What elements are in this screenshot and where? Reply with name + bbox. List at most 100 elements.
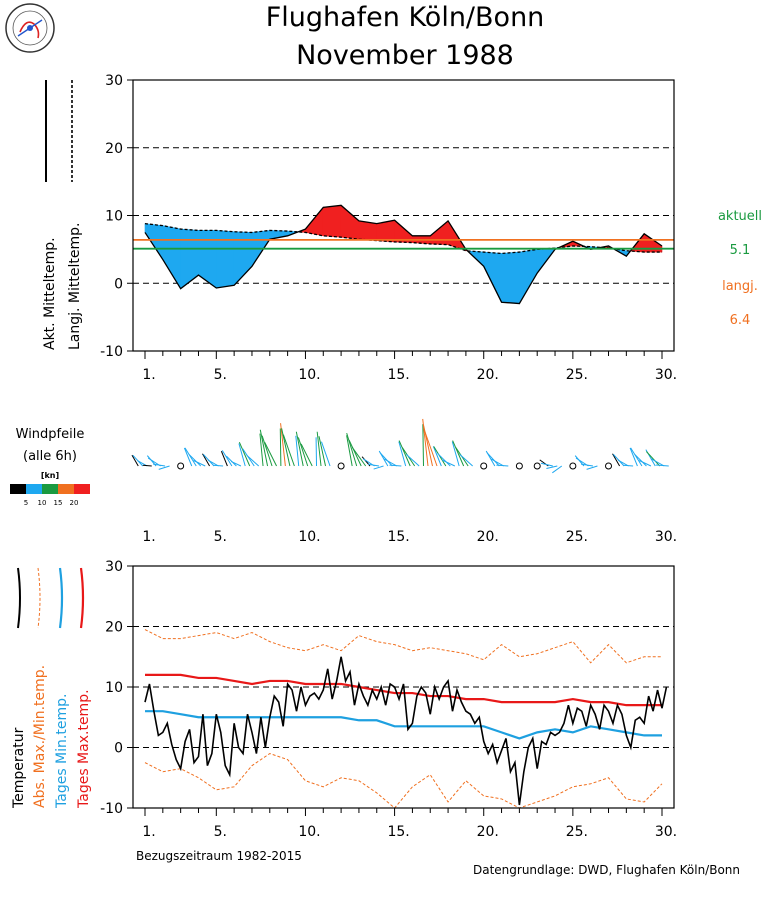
wind-arrow (629, 447, 638, 467)
warm-area-segment (340, 204, 360, 240)
wind-arrow (153, 463, 166, 467)
wind-arrow (202, 453, 210, 467)
wind-arrow (351, 447, 367, 467)
wind-arrow (437, 453, 451, 467)
wind-arrow (580, 463, 594, 467)
wind-arrow (634, 453, 647, 467)
wind-arrow (230, 460, 242, 467)
wind-arrow (238, 441, 251, 467)
wind-arrow (259, 433, 264, 467)
x-tick-label: 25. (566, 529, 588, 545)
wind-arrow (261, 435, 273, 467)
calm-marker (515, 462, 523, 470)
wind-subtitle: (alle 6h) (23, 449, 77, 464)
wind-arrow (384, 458, 398, 467)
wind-scale: 5 10 15 20 (10, 484, 90, 507)
langj-label: langj. (722, 279, 758, 294)
wind-arrow (639, 460, 652, 467)
cold-area-segment (162, 225, 181, 290)
wind-arrow (623, 464, 634, 467)
wind-arrow (373, 465, 384, 470)
wind-unit: [kn] (41, 471, 59, 480)
x-tick-label: 15. (387, 824, 409, 840)
y-tick-label: 20 (105, 620, 123, 636)
x-tick-label: 5. (214, 824, 227, 840)
x-tick-label: 10. (298, 367, 320, 383)
x-tick-label: 10. (298, 529, 320, 545)
wind-arrow (193, 460, 206, 467)
wind-arrow (213, 464, 224, 467)
wind-arrow (540, 462, 553, 467)
wind-arrow (184, 447, 197, 467)
x-tick-label: 15. (387, 367, 409, 383)
x-tick-label: 25. (566, 367, 588, 383)
wind-arrow (491, 458, 505, 467)
y-tick-label: 20 (105, 141, 123, 157)
wind-scale-swatch (10, 484, 26, 494)
wind-arrow (379, 452, 393, 467)
wind-scale-swatch (58, 484, 74, 494)
wind-arrow (264, 442, 277, 467)
chart-title: Flughafen Köln/Bonn (266, 2, 545, 33)
x-tick-label: 30. (655, 824, 677, 840)
wind-arrow (297, 437, 309, 467)
wind-arrow (282, 434, 295, 467)
wind-panel: Windpfeile (alle 6h) [kn] 5 10 15 20 1. 5. 10… (10, 418, 677, 545)
wind-arrow (346, 432, 358, 467)
mean-temperature-panel: -10 0 10 20 30 1. 5. 10. 15. 20. 25. 30. Akt. Mitt… (42, 73, 762, 383)
x-tick-label: 1. (142, 367, 155, 383)
wind-arrow (259, 429, 269, 467)
x-tick-label: 25. (566, 824, 588, 840)
x-tick-label: 1. (142, 824, 155, 840)
wind-arrow (348, 439, 362, 467)
aktuell-value: 5.1 (730, 243, 751, 258)
calm-marker (605, 462, 613, 470)
wind-arrow (486, 452, 500, 467)
x-tick-label: 5. (214, 367, 227, 383)
cold-area-segment (144, 223, 164, 261)
tmin-legend-label: Tages Min.temp. (54, 694, 70, 809)
wind-arrow (441, 459, 456, 467)
wind-arrow (451, 441, 460, 467)
wind-arrow (300, 443, 313, 467)
wind-arrow (398, 441, 407, 467)
langj-legend-label: Langj. Mitteltemp. (67, 223, 83, 350)
wind-scale-label: 20 (70, 499, 79, 507)
data-source: Datengrundlage: DWD, Flughafen Köln/Bonn (473, 863, 740, 877)
wind-arrow (279, 428, 282, 467)
wind-scale-swatch (74, 484, 90, 494)
tmin-legend-line (58, 567, 64, 629)
wind-title: Windpfeile (16, 427, 85, 442)
wind-arrows (131, 418, 669, 474)
x-tick-label: 30. (655, 367, 677, 383)
akt-legend-label: Akt. Mitteltemp. (42, 237, 58, 350)
weather-service-seal-logo (5, 3, 55, 53)
x-tick-label: 5. (214, 529, 227, 545)
wind-arrow (238, 443, 246, 467)
x-tick-label: 15. (387, 529, 409, 545)
wind-arrow (280, 423, 286, 467)
wind-scale-label: 10 (38, 499, 47, 507)
y-tick-label: 0 (114, 741, 123, 757)
wind-arrow (246, 454, 260, 467)
wind-arrow (546, 465, 558, 470)
daily-temperature-y-ticks: -10 0 10 20 30 (100, 559, 133, 817)
wind-arrow (630, 447, 643, 467)
reference-period: Bezugszeitraum 1982-2015 (136, 849, 302, 863)
warm-area-segment (322, 205, 342, 238)
wind-arrow (295, 431, 304, 467)
y-tick-label: 30 (105, 559, 123, 575)
temperatur-legend-line (17, 567, 21, 629)
series-tages-max-temp-line (145, 673, 662, 707)
y-tick-label: 30 (105, 73, 123, 89)
wind-arrow (496, 464, 509, 467)
series-abs-max-temp-line (144, 629, 662, 664)
wind-arrow (552, 465, 563, 474)
wind-arrow (459, 454, 473, 467)
chart-subtitle: November 1988 (296, 40, 514, 71)
wind-scale-swatch (42, 484, 58, 494)
y-tick-label: -10 (100, 801, 123, 817)
y-tick-label: 0 (114, 276, 123, 292)
wind-arrow (452, 440, 465, 467)
calm-marker (480, 462, 488, 470)
